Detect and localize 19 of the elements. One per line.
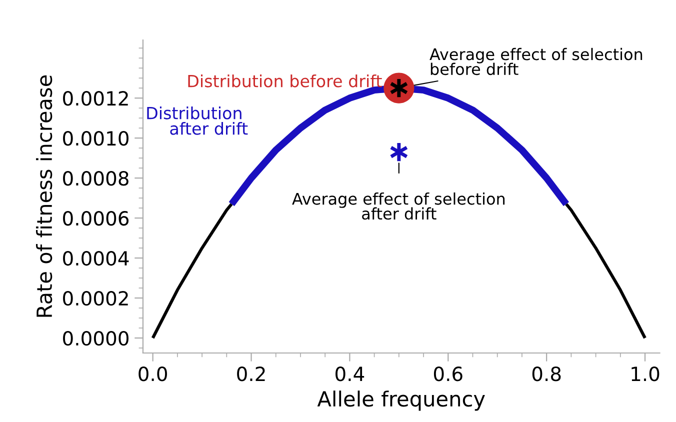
- x-axis-title: Allele frequency: [317, 390, 485, 411]
- x-tick-label: 0.0: [138, 366, 167, 382]
- x-tick-label: 0.6: [434, 366, 462, 382]
- x-tick-label: 0.4: [336, 366, 364, 382]
- series-label: Distribution after drift: [147, 106, 248, 135]
- y-axis-title: Rate of fitness increase: [36, 75, 52, 317]
- y-tick-label: 0.0004: [63, 250, 129, 266]
- y-tick-label: 0.0006: [63, 210, 129, 226]
- annotation: Average effect of selection after drift: [292, 192, 505, 220]
- series-label: Distribution before drift: [188, 74, 382, 88]
- x-tick-label: 0.8: [532, 366, 561, 382]
- y-tick-label: 0.0008: [63, 171, 128, 186]
- y-tick-label: 0.0000: [63, 330, 128, 346]
- y-tick-label: 0.0002: [63, 290, 128, 306]
- x-tick-label: 0.2: [237, 366, 265, 382]
- y-tick-label: 0.0010: [63, 131, 128, 146]
- annotation: Average effect of selection before drift: [430, 48, 642, 76]
- y-tick-label: 0.0012: [63, 91, 128, 106]
- x-tick-label: 1.0: [632, 366, 660, 382]
